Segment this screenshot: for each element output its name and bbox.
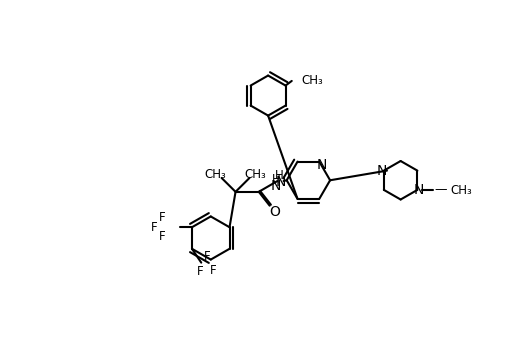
Text: F: F: [197, 265, 203, 278]
Text: —: —: [434, 183, 447, 197]
Text: N: N: [414, 183, 424, 197]
Text: N: N: [377, 164, 388, 177]
Text: H: H: [275, 169, 284, 182]
Text: H: H: [271, 173, 280, 186]
Text: F: F: [158, 211, 165, 225]
Text: CH₃: CH₃: [205, 168, 226, 181]
Text: CH₃: CH₃: [450, 184, 472, 197]
Text: F: F: [151, 221, 157, 234]
Text: F: F: [158, 230, 165, 243]
Text: N: N: [276, 175, 287, 189]
Text: N: N: [316, 158, 327, 172]
Text: CH₃: CH₃: [245, 168, 267, 181]
Text: F: F: [204, 250, 211, 263]
Text: N: N: [271, 179, 281, 193]
Text: F: F: [210, 264, 217, 277]
Text: CH₃: CH₃: [302, 74, 324, 87]
Text: O: O: [269, 205, 280, 219]
